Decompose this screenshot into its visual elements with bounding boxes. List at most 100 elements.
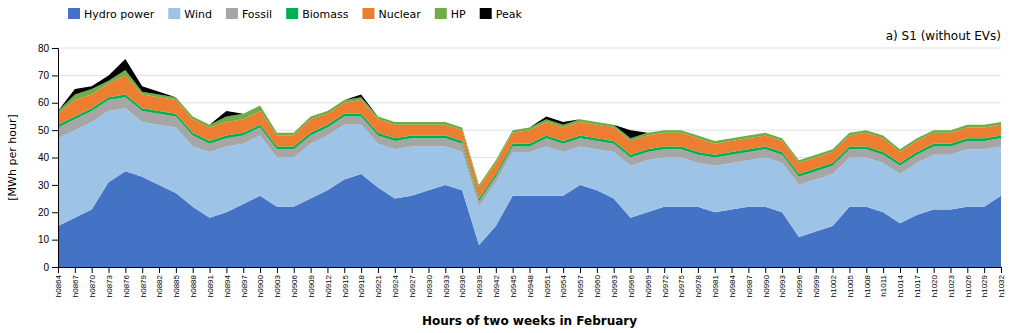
tick: h0954 [559,267,568,297]
tick: h0996 [795,267,804,297]
tick-mark [159,267,160,273]
tick: 30 [38,180,58,191]
tick: h1008 [863,267,872,297]
tick-mark [294,267,295,273]
legend-label: Peak [496,8,523,21]
tick-mark [125,267,126,273]
area [58,95,1001,202]
tick-mark [75,267,76,273]
tick-mark [428,267,429,273]
tick-label: h0975 [677,274,686,297]
legend-label: HP [451,8,466,21]
tick-mark [193,267,194,273]
areas [58,59,1001,267]
tick-label: h0885 [172,274,181,297]
tick-label: h0903 [273,274,282,297]
area [58,70,1001,188]
tick: h0924 [391,267,400,297]
tick-label: h1011 [879,274,888,296]
tick: h1014 [896,267,905,297]
tick-label: h0900 [256,274,265,297]
tick-mark [967,267,968,273]
tick: h0918 [357,267,366,297]
legend-label: Fossil [242,8,272,21]
legend-swatch [286,8,298,19]
tick-mark [52,103,58,104]
tick-label: h0954 [559,274,568,297]
tick-mark [530,267,531,273]
tick-mark [647,267,648,273]
y-axis-title: [MWh per hour] [6,114,19,200]
tick: h0933 [442,267,451,297]
tick: h0870 [88,267,97,297]
tick-label: h0984 [728,274,737,297]
tick-mark [462,267,463,273]
tick: h0957 [576,267,585,297]
tick-mark [883,267,884,273]
tick-label: 40 [38,152,50,163]
tick: h0876 [122,267,131,297]
tick: h0978 [694,267,703,297]
tick: h0921 [374,267,383,297]
tick: h0882 [155,267,164,297]
tick: h0969 [644,267,653,297]
tick: 0 [43,262,58,273]
tick-label: h0906 [290,274,299,297]
axis-line [59,268,1002,274]
tick-label: h0969 [644,274,653,297]
grid-line [58,48,1001,49]
tick: h0972 [661,267,670,297]
tick: h0984 [728,267,737,297]
tick: h0975 [677,267,686,297]
area [58,75,1001,198]
tick-label: h1014 [896,274,905,297]
tick-label: h0918 [357,274,366,297]
tick-mark [732,267,733,273]
tick-mark [748,267,749,273]
tick-label: h0930 [425,274,434,297]
tick: 60 [38,97,58,108]
tick: h0894 [223,267,232,297]
tick-mark [277,267,278,273]
tick-mark [445,267,446,273]
legend-swatch [226,8,238,19]
tick-label: 10 [38,234,50,245]
tick-mark [1001,267,1002,273]
grid-line [58,102,1001,103]
tick-mark [52,130,58,131]
grid-line [58,75,1001,76]
tick-label: h0897 [240,274,249,297]
tick-mark [361,267,362,273]
tick: h0912 [324,267,333,297]
area [58,97,1001,206]
tick: h0885 [172,267,181,297]
tick-label: h0939 [475,274,484,297]
tick: h0927 [408,267,417,297]
tick-label: h0966 [627,274,636,297]
tick-label: h0873 [105,274,114,297]
tick: h1023 [947,267,956,297]
tick-mark [664,267,665,273]
tick-mark [52,185,58,186]
tick-label: h0921 [374,274,383,297]
tick: h0981 [711,267,720,297]
tick-label: h1002 [829,274,838,297]
tick-mark [327,267,328,273]
title: a) S1 (without EVs) [886,29,1001,43]
legend-swatch [435,8,447,19]
legend-label: Wind [184,8,212,21]
y-axis: 01020304050607080 [38,43,59,273]
tick-mark [378,267,379,273]
tick-mark [52,240,58,241]
tick: h0900 [256,267,265,297]
tick-label: h0912 [324,274,333,297]
tick-label: h0972 [661,274,670,297]
tick-mark [52,267,58,268]
tick: h0993 [778,267,787,297]
tick-label: h0963 [610,274,619,297]
axis-line [52,49,59,268]
tick: h0897 [240,267,249,297]
legend-label: Hydro power [84,8,155,21]
tick-mark [580,267,581,273]
tick-mark [52,48,58,49]
